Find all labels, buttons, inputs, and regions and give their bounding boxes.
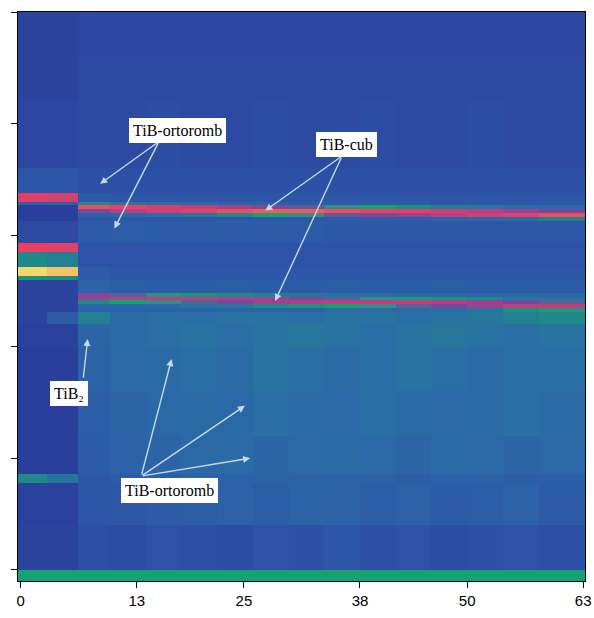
svg-text:TiB-ortoromb: TiB-ortoromb (133, 122, 222, 139)
svg-text:50: 50 (459, 592, 476, 609)
svg-text:0: 0 (17, 592, 25, 609)
svg-text:TiB-ortoromb: TiB-ortoromb (125, 482, 214, 499)
svg-text:25: 25 (236, 592, 253, 609)
svg-text:38: 38 (352, 592, 369, 609)
svg-text:TiB-cub: TiB-cub (320, 136, 373, 153)
svg-text:TiB₂: TiB₂ (54, 385, 84, 402)
svg-text:13: 13 (128, 592, 145, 609)
svg-text:63: 63 (575, 592, 592, 609)
